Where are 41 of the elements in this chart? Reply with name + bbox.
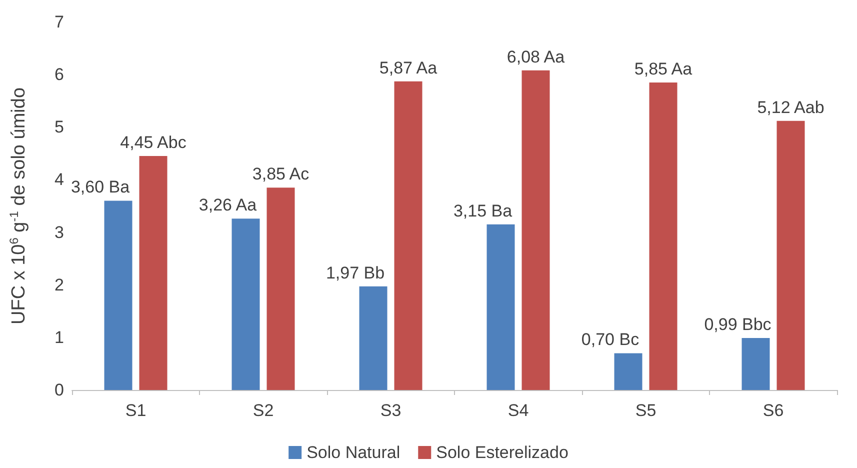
bar bbox=[742, 338, 770, 390]
y-tick-label: 1 bbox=[54, 328, 64, 347]
bar bbox=[104, 200, 132, 390]
x-tick-label: S6 bbox=[762, 401, 784, 420]
data-label: 3,15 Ba bbox=[453, 201, 513, 220]
data-label: 5,87 Aa bbox=[379, 58, 438, 78]
x-tick-label: S2 bbox=[252, 401, 274, 420]
bar bbox=[649, 82, 678, 390]
bar bbox=[776, 120, 805, 390]
data-label: 3,60 Ba bbox=[70, 178, 130, 197]
y-tick-label: 6 bbox=[54, 65, 64, 84]
data-label: 3,85 Ac bbox=[252, 164, 310, 184]
y-tick-label: 0 bbox=[54, 380, 64, 400]
data-label: 1,97 Bb bbox=[326, 263, 385, 282]
bar bbox=[522, 70, 550, 390]
y-tick-label: 2 bbox=[54, 275, 64, 294]
bar bbox=[394, 81, 422, 390]
bar bbox=[139, 156, 168, 390]
y-axis-title: UFC x 106 g-1 de solo úmido bbox=[7, 87, 30, 325]
bar bbox=[486, 224, 515, 390]
bar bbox=[232, 218, 260, 390]
data-label: 5,85 Aa bbox=[634, 59, 693, 78]
data-label: 6,08 Aa bbox=[506, 47, 566, 66]
bar bbox=[359, 286, 388, 390]
data-label: 0,70 Bc bbox=[581, 330, 640, 350]
x-tick-label: S4 bbox=[508, 401, 529, 420]
legend-label: Solo Esterelizado bbox=[436, 443, 568, 462]
data-label: 5,12 Aab bbox=[757, 98, 824, 117]
data-label: 4,45 Abc bbox=[120, 133, 187, 152]
y-tick-label: 4 bbox=[54, 170, 64, 190]
bar bbox=[614, 353, 642, 390]
y-tick-label: 3 bbox=[54, 222, 64, 242]
data-label: 0,99 Bbc bbox=[704, 314, 772, 334]
bar bbox=[266, 188, 295, 390]
y-tick-label: 5 bbox=[54, 118, 64, 137]
x-tick-label: S3 bbox=[380, 401, 402, 420]
data-label: 3,26 Aa bbox=[198, 196, 258, 215]
x-tick-label: S5 bbox=[635, 401, 656, 420]
legend-label: Solo Natural bbox=[306, 443, 400, 462]
x-tick-label: S1 bbox=[125, 401, 146, 420]
y-tick-label: 7 bbox=[54, 12, 64, 32]
